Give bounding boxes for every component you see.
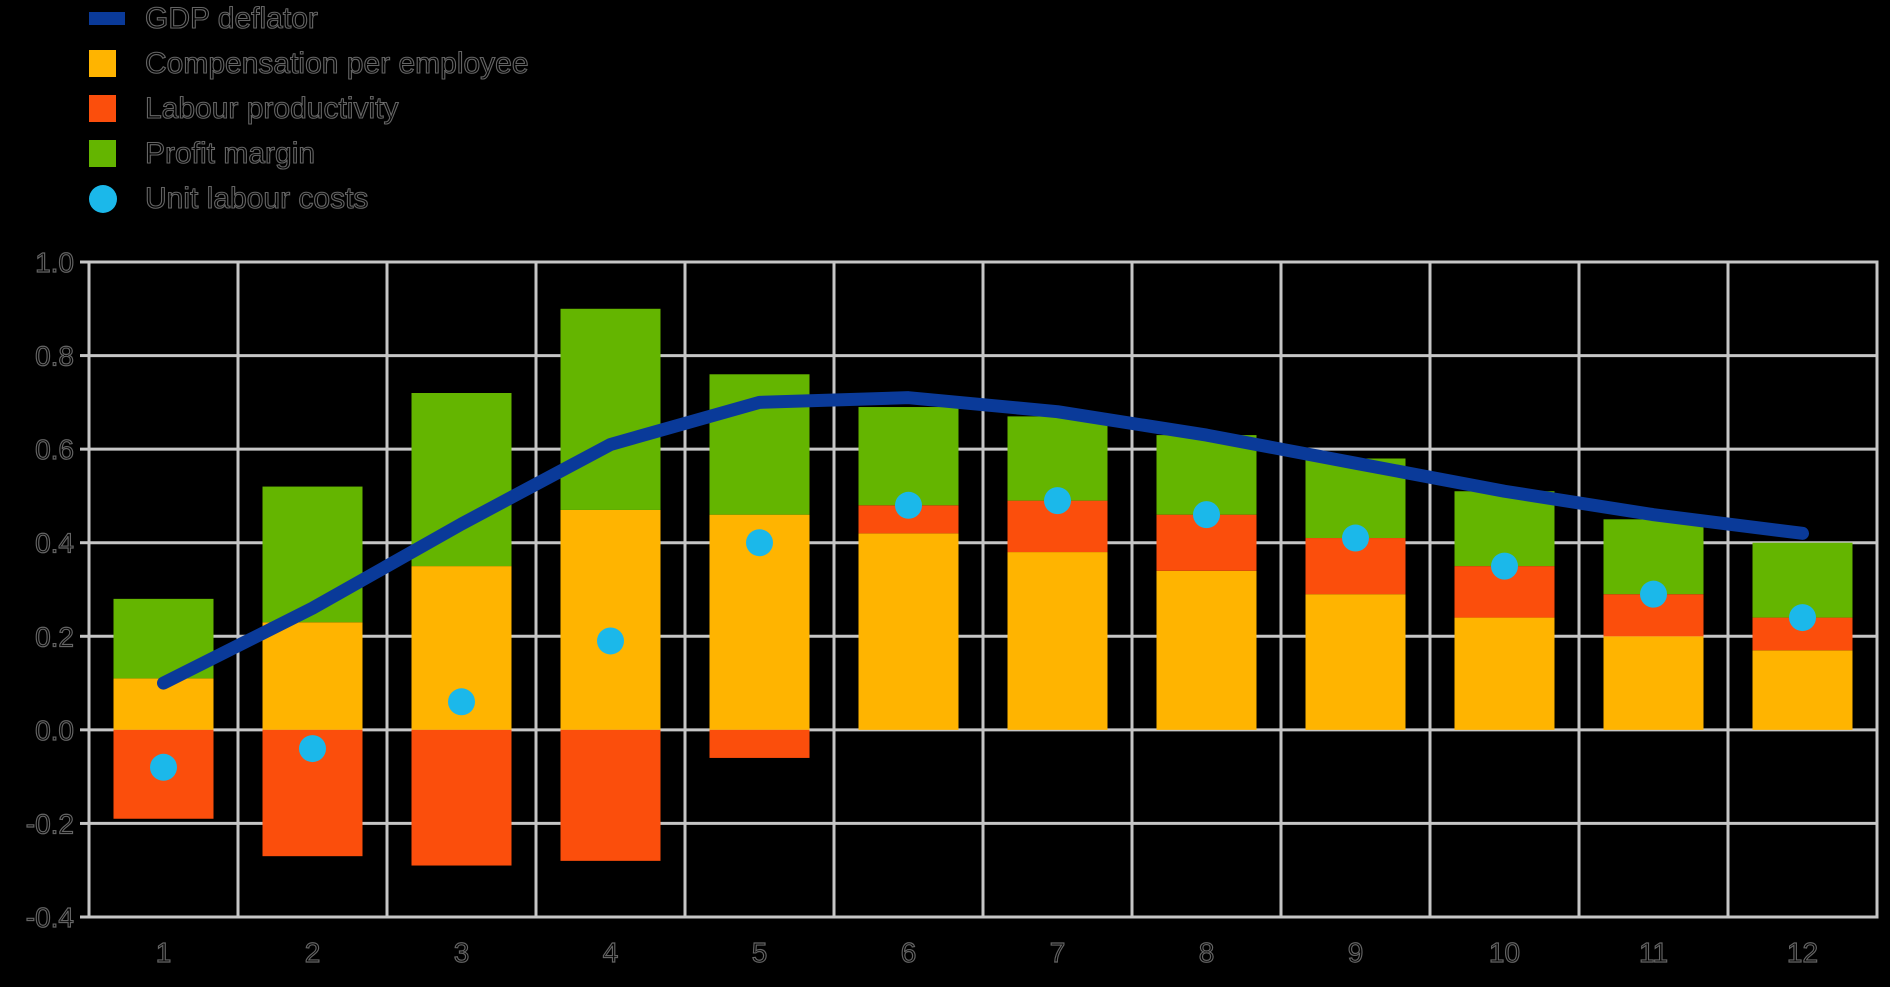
square-swatch-icon (89, 95, 116, 122)
x-tick-label: 3 (454, 937, 470, 968)
x-tick-label: 4 (603, 937, 619, 968)
y-tick-label: 0.0 (35, 715, 74, 746)
legend-label-unit-labour-costs: Unit labour costs (144, 181, 369, 215)
legend-swatch-box (89, 184, 145, 213)
y-tick-label: 0.2 (35, 621, 74, 652)
bar-category-7 (1007, 416, 1108, 730)
unit-labour-costs-points (150, 487, 1816, 781)
line-swatch-icon (89, 12, 125, 25)
square-swatch-icon (89, 50, 116, 77)
bar-category-1 (113, 598, 214, 819)
circle-swatch-icon (89, 184, 117, 213)
square-swatch-icon (89, 140, 116, 167)
bar-segment-labour-productivity (709, 729, 810, 758)
bar-segment-profit-margin (262, 486, 363, 623)
x-tick-label: 5 (752, 937, 768, 968)
ulc-point (299, 735, 326, 763)
bar-category-8 (1156, 435, 1257, 730)
x-tick-label: 2 (305, 937, 321, 968)
x-tick-label: 11 (1639, 937, 1668, 968)
bar-segment-profit-margin (1007, 416, 1108, 501)
legend-item-profit-margin: Profit margin (89, 131, 529, 176)
bar-segment-compensation-per-employee (858, 533, 959, 730)
y-tick-label: 0.8 (35, 341, 74, 372)
ulc-point (1789, 604, 1816, 632)
y-tick-label: 0.6 (35, 434, 74, 465)
legend-swatch-box (89, 50, 145, 77)
bar-category-3 (411, 393, 512, 866)
ulc-point (746, 529, 773, 557)
legend-item-compensation: Compensation per employee (89, 41, 529, 86)
legend-item-unit-labour-costs: Unit labour costs (89, 176, 529, 221)
plot-border (87, 260, 1879, 919)
legend-label-compensation: Compensation per employee (144, 46, 529, 80)
bar-category-9 (1305, 458, 1406, 730)
bar-segment-profit-margin (560, 308, 661, 510)
legend-label-profit-margin: Profit margin (144, 136, 316, 170)
ulc-point (1342, 524, 1369, 552)
x-tick-label: 7 (1050, 937, 1066, 968)
bar-segment-compensation-per-employee (1603, 636, 1704, 730)
bar-category-11 (1603, 519, 1704, 730)
ulc-point (895, 491, 922, 519)
bar-segment-compensation-per-employee (1752, 650, 1853, 730)
bar-segment-compensation-per-employee (1007, 552, 1108, 730)
bar-segment-compensation-per-employee (1156, 570, 1257, 730)
y-tick-label: 1.0 (35, 247, 74, 278)
legend-item-gdp-deflator: GDP deflator (89, 0, 529, 41)
bar-segment-compensation-per-employee (262, 622, 363, 730)
x-tick-label: 12 (1787, 937, 1818, 968)
legend-swatch-box (89, 95, 145, 122)
ulc-point (1491, 552, 1518, 580)
ulc-point (1044, 487, 1071, 515)
ulc-point (597, 627, 624, 655)
bar-category-2 (262, 486, 363, 857)
x-tick-label: 6 (901, 937, 917, 968)
bar-category-4 (560, 308, 661, 861)
x-tick-label: 10 (1489, 937, 1520, 968)
x-tick-label: 8 (1199, 937, 1215, 968)
legend-label-labour-productivity: Labour productivity (144, 91, 399, 125)
legend-item-labour-productivity: Labour productivity (89, 86, 529, 131)
ulc-point (1640, 580, 1667, 608)
x-axis-labels: 1 2 3 4 5 6 7 8 9 10 11 12 (155, 936, 1819, 968)
x-tick-label: 1 (156, 937, 172, 968)
ulc-point (1193, 501, 1220, 529)
legend-swatch-box (89, 140, 145, 167)
legend-swatch-box (89, 12, 145, 25)
y-tick-label: -0.2 (26, 808, 74, 839)
x-tick-label: 9 (1348, 937, 1364, 968)
bar-segment-labour-productivity (560, 729, 661, 861)
chart-legend: GDP deflator Compensation per employee L… (89, 0, 529, 221)
bar-category-10 (1454, 491, 1555, 730)
bar-category-12 (1752, 542, 1853, 730)
ulc-point (150, 753, 177, 781)
bar-segment-compensation-per-employee (1454, 617, 1555, 730)
bar-category-5 (709, 374, 810, 758)
y-axis-labels: 1.0 0.8 0.6 0.4 0.2 0.0 -0.2 -0.4 (25, 246, 74, 933)
y-tick-label: 0.4 (35, 528, 74, 559)
bar-segment-labour-productivity (411, 729, 512, 866)
bar-segment-compensation-per-employee (1305, 594, 1406, 730)
legend-label-gdp-deflator: GDP deflator (144, 1, 318, 35)
bar-segment-compensation-per-employee (560, 509, 661, 730)
y-tick-label: -0.4 (26, 902, 74, 933)
gdp-deflator-line (157, 391, 1809, 690)
ulc-point (448, 688, 475, 716)
bar-segment-profit-margin (858, 407, 959, 506)
bar-category-6 (858, 407, 959, 730)
